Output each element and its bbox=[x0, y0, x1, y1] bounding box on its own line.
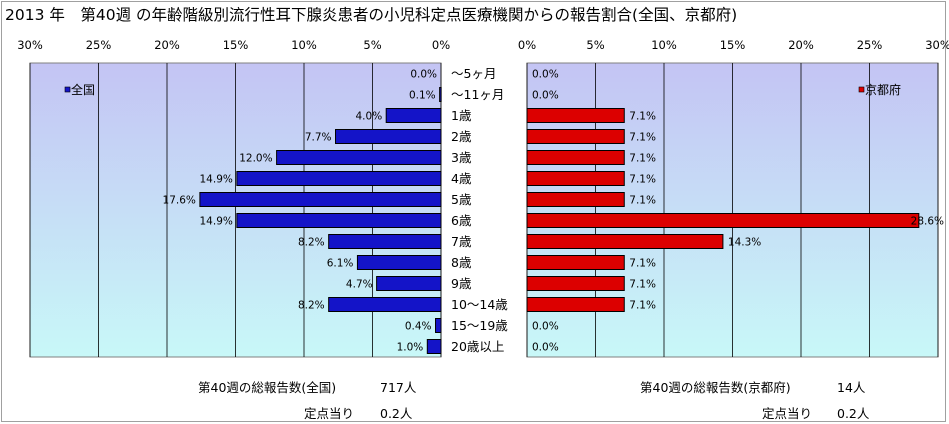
age-category-label: 20歳以上 bbox=[451, 339, 504, 354]
kyoto-bar bbox=[526, 171, 625, 186]
national-data-label: 8.2% bbox=[298, 300, 325, 312]
age-category-label: 5歳 bbox=[451, 192, 472, 207]
kyoto-bar bbox=[526, 297, 625, 312]
national-data-label: 1.0% bbox=[397, 342, 424, 354]
national-panel: 30% 25% 20% 15% 10% 5% 0% 0.0% 0.1% 4.0% 7.7% 12.0%… bbox=[17, 38, 450, 358]
kyoto-data-label: 14.3% bbox=[728, 237, 761, 249]
age-category-label: 9歳 bbox=[451, 276, 472, 291]
kyoto-bar bbox=[526, 234, 724, 249]
national-data-label: 14.9% bbox=[200, 216, 233, 228]
national-per-label: 定点当り bbox=[304, 406, 355, 421]
national-data-label: 4.7% bbox=[346, 279, 373, 291]
national-x-tick-label: 30% bbox=[17, 38, 43, 52]
kyoto-data-label: 28.6% bbox=[911, 216, 944, 228]
age-category-labels: ～5ヶ月 ～11ヶ月 1歳 2歳 3歳 4歳 5歳 6歳 7歳 8歳 9歳 10～14歳 15～19歳 2… bbox=[451, 66, 508, 354]
kyoto-bar bbox=[526, 276, 625, 291]
national-legend-swatch bbox=[64, 86, 71, 93]
kyoto-data-label: 0.0% bbox=[532, 321, 559, 333]
national-data-label: 0.0% bbox=[410, 69, 437, 81]
national-bar bbox=[335, 129, 442, 144]
kyoto-panel: 0% 5% 10% 15% 20% 25% 30% 0.0% 0.0% 7.1% 7.1% 7.1% 7… bbox=[518, 38, 949, 358]
national-data-label: 8.2% bbox=[298, 237, 325, 249]
kyoto-total-value: 14人 bbox=[837, 380, 866, 395]
national-data-label: 6.1% bbox=[327, 258, 354, 270]
kyoto-data-label: 7.1% bbox=[629, 132, 656, 144]
national-bar bbox=[328, 297, 442, 312]
national-bar bbox=[328, 234, 442, 249]
kyoto-data-label: 7.1% bbox=[629, 300, 656, 312]
kyoto-x-tick-label: 25% bbox=[857, 38, 883, 52]
national-data-label: 0.1% bbox=[409, 90, 436, 102]
national-bar bbox=[426, 339, 442, 354]
kyoto-x-tick-label: 15% bbox=[720, 38, 746, 52]
age-category-label: 2歳 bbox=[451, 129, 472, 144]
kyoto-data-label: 7.1% bbox=[629, 111, 656, 123]
national-bar bbox=[199, 192, 442, 207]
kyoto-data-label: 7.1% bbox=[629, 279, 656, 291]
kyoto-data-label: 0.0% bbox=[532, 69, 559, 81]
kyoto-bar bbox=[526, 192, 625, 207]
national-total-value: 717人 bbox=[380, 380, 417, 395]
age-category-label: 4歳 bbox=[451, 171, 472, 186]
age-category-label: 1歳 bbox=[451, 108, 472, 123]
kyoto-x-tick-label: 30% bbox=[925, 38, 949, 52]
kyoto-bar bbox=[526, 213, 920, 228]
national-bar bbox=[376, 276, 442, 291]
national-x-tick-label: 5% bbox=[363, 38, 381, 52]
national-total-label: 第40週の総報告数(全国) bbox=[198, 380, 337, 395]
kyoto-x-tick-label: 20% bbox=[788, 38, 814, 52]
kyoto-legend-swatch bbox=[858, 86, 865, 93]
national-data-label: 0.4% bbox=[405, 321, 432, 333]
kyoto-x-tick-label: 5% bbox=[586, 38, 604, 52]
national-x-tick-label: 15% bbox=[223, 38, 249, 52]
national-x-tick-label: 0% bbox=[432, 38, 450, 52]
age-category-label: 7歳 bbox=[451, 234, 472, 249]
kyoto-data-label: 0.0% bbox=[532, 342, 559, 354]
national-bar bbox=[236, 213, 442, 228]
kyoto-x-tick-label: 10% bbox=[651, 38, 677, 52]
kyoto-data-label: 7.1% bbox=[629, 258, 656, 270]
kyoto-total-label: 第40週の総報告数(京都府) bbox=[640, 380, 791, 395]
age-category-label: 3歳 bbox=[451, 150, 472, 165]
kyoto-data-label: 0.0% bbox=[532, 90, 559, 102]
chart-title: 2013 年 第40週 の年齢階級別流行性耳下腺炎患者の小児科定点医療機関からの… bbox=[5, 6, 738, 24]
national-bar bbox=[356, 255, 442, 270]
kyoto-data-label: 7.1% bbox=[629, 174, 656, 186]
kyoto-legend-label: 京都府 bbox=[865, 82, 901, 97]
kyoto-data-label: 7.1% bbox=[629, 195, 656, 207]
national-x-tick-label: 10% bbox=[291, 38, 317, 52]
kyoto-bar bbox=[526, 150, 625, 165]
national-bar bbox=[439, 87, 442, 102]
kyoto-bar bbox=[526, 129, 625, 144]
national-x-tick-label: 25% bbox=[86, 38, 112, 52]
national-legend-label: 全国 bbox=[71, 82, 95, 97]
national-bar bbox=[236, 171, 442, 186]
kyoto-per-value: 0.2人 bbox=[837, 406, 870, 421]
age-category-label: ～5ヶ月 bbox=[451, 66, 496, 81]
kyoto-per-label: 定点当り bbox=[762, 406, 813, 421]
national-x-tick-label: 20% bbox=[154, 38, 180, 52]
national-per-value: 0.2人 bbox=[380, 406, 413, 421]
national-data-label: 14.9% bbox=[200, 174, 233, 186]
kyoto-bar bbox=[526, 255, 625, 270]
kyoto-data-label: 7.1% bbox=[629, 153, 656, 165]
kyoto-bar bbox=[526, 108, 625, 123]
national-bar bbox=[435, 318, 442, 333]
kyoto-x-tick-label: 0% bbox=[518, 38, 536, 52]
age-category-label: 10～14歳 bbox=[451, 297, 508, 312]
national-data-label: 12.0% bbox=[239, 153, 272, 165]
national-bar bbox=[385, 108, 442, 123]
national-data-label: 7.7% bbox=[305, 132, 332, 144]
age-category-label: 6歳 bbox=[451, 213, 472, 228]
national-bar bbox=[276, 150, 442, 165]
age-category-label: 15～19歳 bbox=[451, 318, 508, 333]
national-data-label: 4.0% bbox=[356, 111, 383, 123]
national-data-label: 17.6% bbox=[163, 195, 196, 207]
age-category-label: 8歳 bbox=[451, 255, 472, 270]
age-category-label: ～11ヶ月 bbox=[451, 87, 504, 102]
